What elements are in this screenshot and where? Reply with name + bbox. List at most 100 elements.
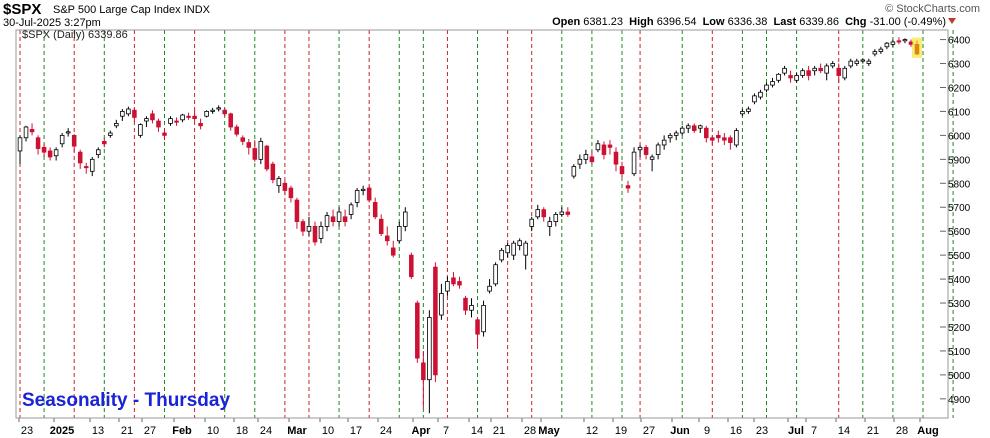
candle-body [643,146,649,155]
candle-body [860,59,866,62]
candle-body [691,125,697,131]
symbol: $SPX [3,1,42,18]
x-tick-label: Aug [917,425,938,437]
low-value: 6336.38 [727,16,768,28]
series-legend: $SPX (Daily) 6339.86 [22,29,128,41]
y-tick-label: 5600 [948,227,971,238]
x-tick-label: 9 [704,425,710,437]
y-tick-label: 5300 [948,299,971,310]
x-tick-label: 12 [586,425,598,437]
candle-body [132,109,137,118]
candle-body [180,114,185,121]
candle-body [276,178,282,187]
candle-body [481,305,486,333]
candle-body [728,137,733,143]
x-tick-label: 17 [350,425,362,437]
candle-body [228,113,233,128]
candle-body [553,214,559,223]
candle-body [499,249,504,261]
x-tick-label: 21 [493,425,505,437]
brand-logo[interactable]: © StockCharts.com [885,3,980,15]
candle-body [35,137,41,149]
candle-body [716,134,721,139]
candle-body [625,185,631,189]
candle-body [794,75,799,81]
x-tick-label: Jul [788,425,804,437]
exchange: INDX [183,4,210,16]
candle-body [252,148,258,160]
candle-body [114,123,119,127]
x-tick-label: Jun [670,425,690,437]
candle-body [29,128,35,133]
candle-body [264,145,270,170]
x-tick-label: 2025 [50,425,74,437]
candle-body [138,124,143,136]
x-tick-label: 23 [756,425,768,437]
candle-body [541,209,547,218]
x-tick-label: 7 [443,425,449,437]
last-label: Last [773,16,797,28]
x-tick-label: 14 [471,425,483,437]
candle-body [631,151,637,175]
x-tick-label: 28 [896,425,908,437]
high-value: 6396.54 [656,16,697,28]
y-tick-label: 6400 [948,36,971,47]
candle-body [222,109,227,115]
candle-body [571,166,577,177]
candle-body [162,132,167,136]
candle-body [451,277,456,285]
candle-body [776,73,781,81]
candle-body [637,146,643,151]
candle-body [360,188,366,191]
candle-body [565,211,571,215]
candle-body [89,158,95,172]
candle-body [83,166,89,169]
candle-body [836,67,841,76]
candle-body [445,281,450,292]
candle-body [740,111,745,115]
candle-body [336,211,342,223]
candle-body [818,67,823,72]
x-tick-label: May [538,425,560,437]
candle-body [535,209,540,218]
candle-body [902,39,908,42]
candle-body [848,60,854,67]
candle-body [306,225,312,232]
open-value: 6381.23 [583,16,624,28]
candle-body [517,240,522,246]
candle-body [788,75,793,79]
y-tick-label: 6100 [948,107,971,118]
candle-body [487,285,492,292]
candle-body [282,182,288,191]
candle-body [770,81,775,86]
y-axis: 4900 5000 5100 5200 5300 5400 5500 5600 5700 5800… [940,36,971,406]
candle-body [872,51,878,55]
candle-body [403,211,408,227]
symbol-full-name: S&P 500 Large Cap Index [53,4,181,16]
candle-body [240,137,246,142]
candle-body [216,107,221,110]
candle-body [866,60,872,64]
seasonality-label: Seasonality - Thursday [22,390,231,411]
candle-body [192,115,197,120]
candle-body [884,42,890,48]
candle-body [523,242,528,256]
candle-body [800,70,805,76]
candle-body [126,108,131,115]
candle-body [782,67,787,74]
candle-body [812,67,817,72]
candle-body [673,132,679,136]
candle-body [427,317,432,381]
x-tick-label: 27 [144,425,156,437]
candle-body [878,48,884,52]
candle-body [685,125,691,129]
candle-body [65,131,71,134]
candle-body [601,144,607,155]
candle-body [108,132,113,136]
candle-body [390,247,396,256]
candle-body [475,319,480,335]
candle-body [397,225,402,242]
candle-body [734,130,739,146]
candle-body [59,134,65,145]
